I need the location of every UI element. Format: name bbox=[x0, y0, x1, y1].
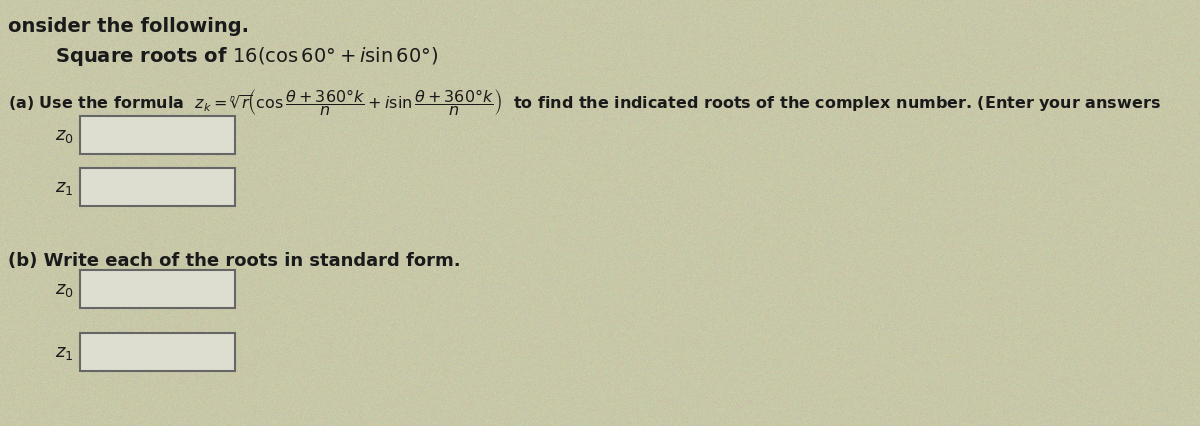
Text: (a) Use the formula  $z_k = \sqrt[n]{r}\!\left(\cos\dfrac{\theta + 360°k}{n} + i: (a) Use the formula $z_k = \sqrt[n]{r}\!… bbox=[8, 87, 1160, 118]
FancyBboxPatch shape bbox=[80, 169, 235, 207]
Text: (b) Write each of the roots in standard form.: (b) Write each of the roots in standard … bbox=[8, 251, 461, 269]
FancyBboxPatch shape bbox=[80, 117, 235, 155]
FancyBboxPatch shape bbox=[80, 271, 235, 308]
Text: $z_1$ =: $z_1$ = bbox=[55, 343, 95, 361]
Text: $z_1$ =: $z_1$ = bbox=[55, 178, 95, 196]
Text: Square roots of $16(\cos 60° + i\sin 60°)$: Square roots of $16(\cos 60° + i\sin 60°… bbox=[55, 45, 438, 68]
Text: $z_0$ =: $z_0$ = bbox=[55, 127, 95, 145]
FancyBboxPatch shape bbox=[80, 333, 235, 371]
Text: onsider the following.: onsider the following. bbox=[8, 17, 250, 36]
Text: $z_0$ =: $z_0$ = bbox=[55, 280, 95, 298]
